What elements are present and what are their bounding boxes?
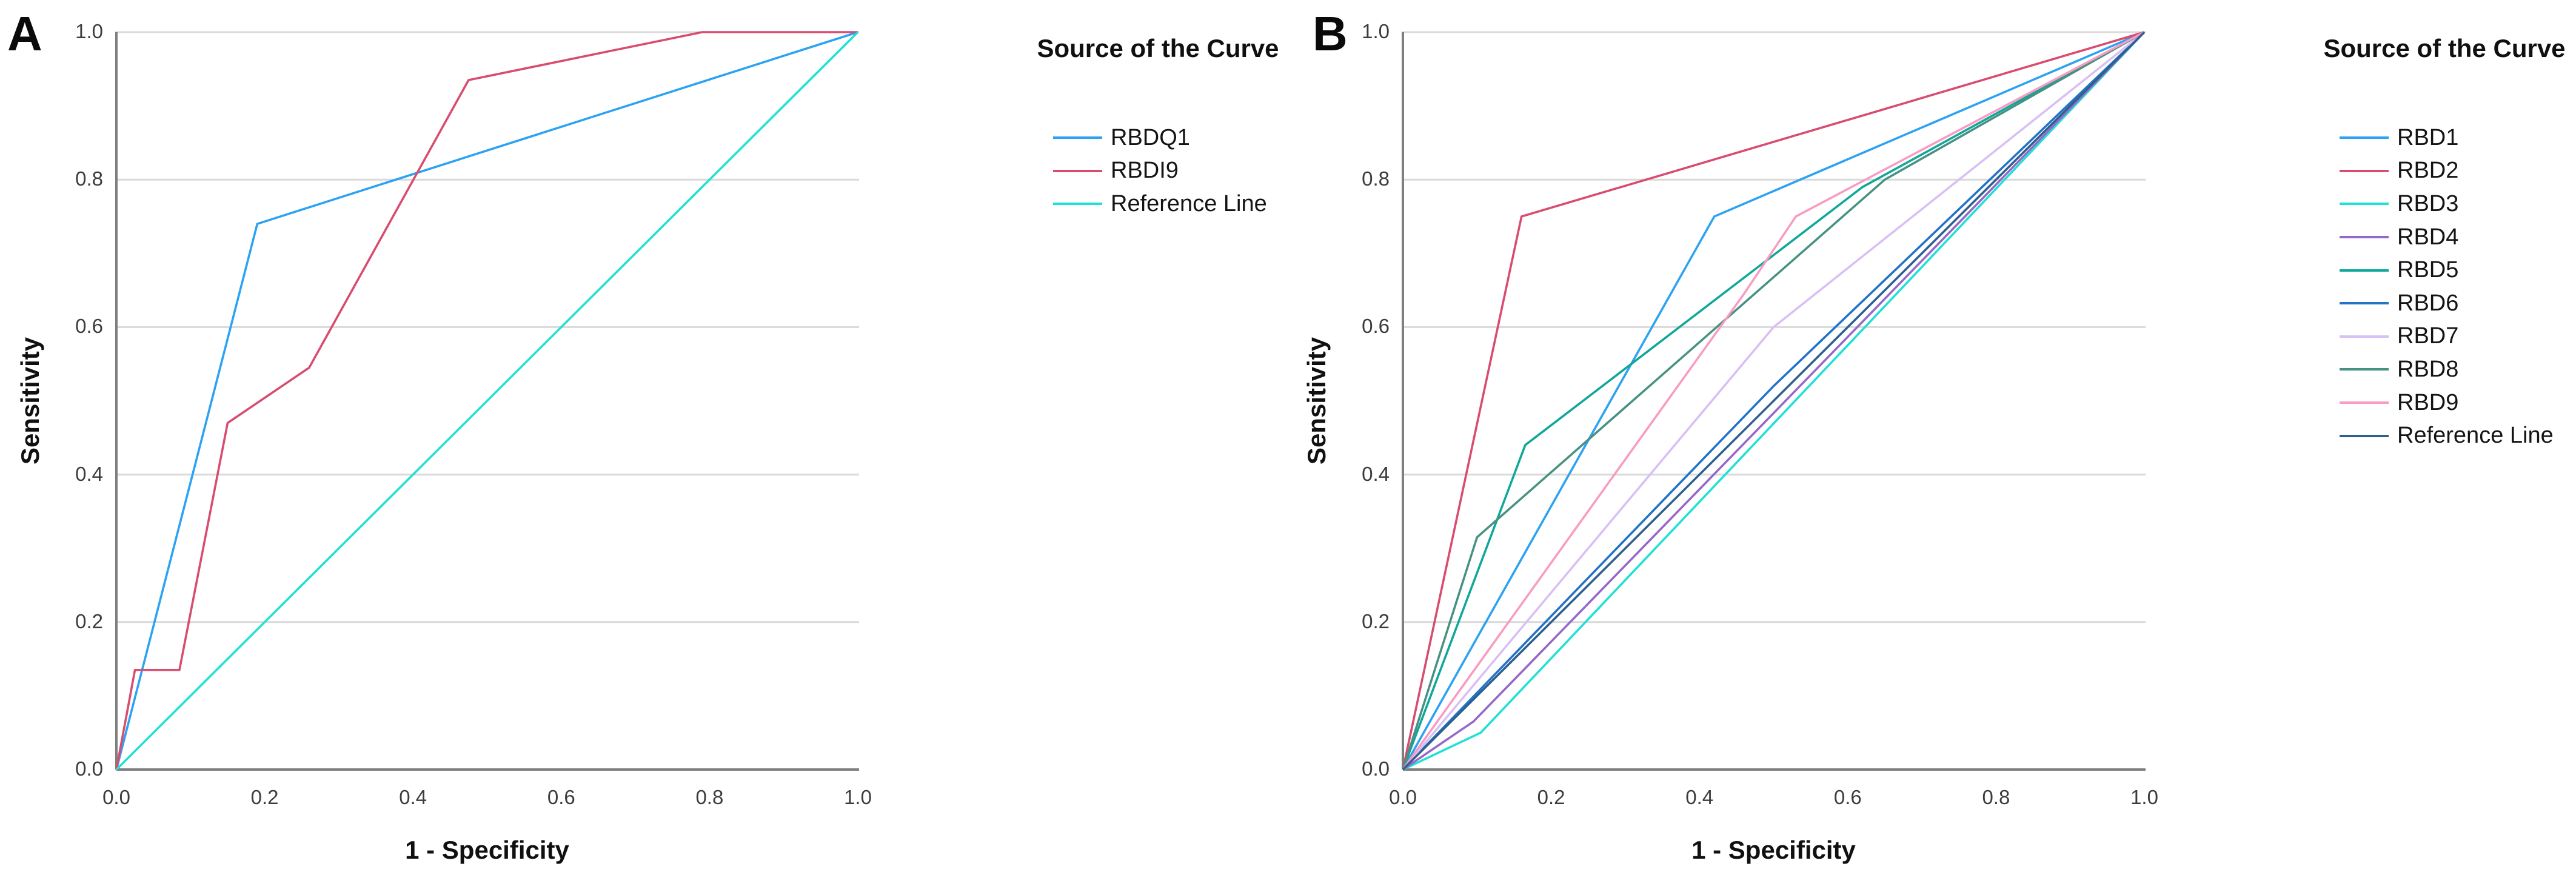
roc-chart-svg	[1402, 31, 2146, 771]
legend-item: Reference Line	[2340, 419, 2554, 452]
legend-item-label: RBD8	[2397, 356, 2459, 382]
panel-b-letter: B	[1313, 7, 1348, 61]
roc-curve-rbd6	[1402, 31, 2146, 771]
legend-title: Source of the Curve	[2323, 34, 2566, 62]
legend-swatch-line	[2340, 335, 2389, 338]
x-tick-label: 0.8	[1982, 786, 2010, 808]
legend-item-label: RBDQ1	[1111, 124, 1190, 150]
y-tick-label: 0.0	[1362, 757, 1390, 780]
legend-item-label: Reference Line	[2397, 423, 2554, 449]
y-tick-label: 0.4	[1362, 462, 1390, 485]
legend-swatch-line	[2340, 401, 2389, 404]
legend-item: RBD2	[2340, 155, 2554, 188]
x-tick-label: 0.8	[695, 786, 724, 808]
y-tick-label: 0.0	[75, 757, 103, 780]
roc-curve-rbd1	[1402, 31, 2145, 770]
legend-item-label: RBDI9	[1111, 158, 1179, 184]
y-tick-label: 1.0	[1362, 20, 1390, 42]
roc-chart-svg	[115, 31, 859, 771]
y-tick-label: 0.2	[75, 609, 103, 632]
legend-swatch-line	[1053, 136, 1102, 139]
y-axis-label: Sensitivity	[1302, 337, 1331, 465]
legend-item: RBDQ1	[1053, 121, 1267, 155]
x-tick-label: 1.0	[2130, 786, 2158, 808]
x-tick-label: 0.6	[547, 786, 575, 808]
legend-item-label: RBD3	[2397, 190, 2459, 216]
y-axis-label: Sensitivity	[16, 337, 44, 465]
x-axis-label: 1 - Specificity	[1691, 836, 1856, 864]
legend-item-label: RBD5	[2397, 257, 2459, 283]
legend-item: RBD9	[2340, 386, 2554, 420]
legend-swatch-line	[2340, 368, 2389, 371]
plot-area	[1402, 30, 2146, 771]
x-tick-label: 0.2	[250, 786, 279, 808]
y-tick-label: 0.6	[1362, 315, 1390, 338]
legend-item-label: RBD9	[2397, 389, 2459, 415]
legend-item-label: RBD7	[2397, 323, 2459, 349]
legend-item: RBD7	[2340, 320, 2554, 354]
legend-swatch-line	[2340, 302, 2389, 305]
legend-item-label: RBD6	[2397, 290, 2459, 316]
legend-item: RBD1	[2340, 121, 2554, 155]
legend-item-label: RBD1	[2397, 124, 2459, 150]
roc-curve-rbd9	[1402, 31, 2145, 771]
x-tick-label: 0.0	[102, 786, 130, 808]
x-tick-label: 1.0	[844, 786, 872, 808]
roc-curve-rbd5	[1402, 31, 2145, 770]
legend-item: RBD8	[2340, 353, 2554, 386]
roc-curve-rbd4	[1402, 31, 2146, 771]
legend-items: RBD1 RBD2 RBD3 RBD4 RBD5 RBD6 RBD7 RBD8 RBD9 Refe…	[2340, 121, 2554, 452]
roc-curve-rbd7	[1402, 31, 2146, 771]
legend-item: RBD5	[2340, 253, 2554, 287]
legend-swatch-line	[2340, 169, 2389, 172]
x-tick-label: 0.4	[1685, 786, 1714, 808]
legend-item: Reference Line	[1053, 187, 1267, 221]
x-tick-label: 0.4	[399, 786, 427, 808]
y-tick-label: 0.8	[1362, 167, 1390, 190]
legend-swatch-line	[1053, 203, 1102, 206]
x-tick-label: 0.2	[1537, 786, 1565, 808]
roc-curve-reference-line	[115, 31, 859, 771]
y-tick-label: 0.2	[1362, 609, 1390, 632]
panel-a-letter: A	[7, 7, 42, 61]
legend-swatch-line	[2340, 236, 2389, 239]
legend-item: RBD4	[2340, 221, 2554, 254]
legend-item-label: Reference Line	[1111, 190, 1267, 216]
legend-items: RBDQ1 RBDI9 Reference Line	[1053, 121, 1267, 221]
roc-curve-rbd2	[1402, 31, 2145, 770]
x-axis-label: 1 - Specificity	[405, 836, 569, 864]
legend-item-label: RBD2	[2397, 158, 2459, 184]
y-tick-label: 0.8	[75, 167, 103, 190]
roc-curve-rbdq1	[115, 31, 858, 770]
y-tick-label: 0.4	[75, 462, 103, 485]
roc-curve-reference-line	[1402, 31, 2146, 771]
legend-item-label: RBD4	[2397, 224, 2459, 250]
legend-swatch-line	[2340, 203, 2389, 206]
y-tick-label: 1.0	[75, 20, 103, 42]
x-tick-label: 0.6	[1833, 786, 1862, 808]
roc-curve-rbdi9	[115, 31, 858, 770]
roc-curve-rbd3	[1402, 31, 2146, 771]
legend-title: Source of the Curve	[1037, 34, 1279, 62]
legend-swatch-line	[2340, 269, 2389, 272]
plot-area	[115, 30, 859, 771]
legend-item: RBD6	[2340, 287, 2554, 320]
legend-swatch-line	[1053, 169, 1102, 172]
legend-item: RBDI9	[1053, 155, 1267, 188]
x-tick-label: 0.0	[1389, 786, 1417, 808]
y-tick-label: 0.6	[75, 315, 103, 338]
legend-swatch-line	[2340, 434, 2389, 437]
legend-swatch-line	[2340, 136, 2389, 139]
legend-item: RBD3	[2340, 187, 2554, 221]
roc-curve-rbd8	[1402, 31, 2145, 770]
